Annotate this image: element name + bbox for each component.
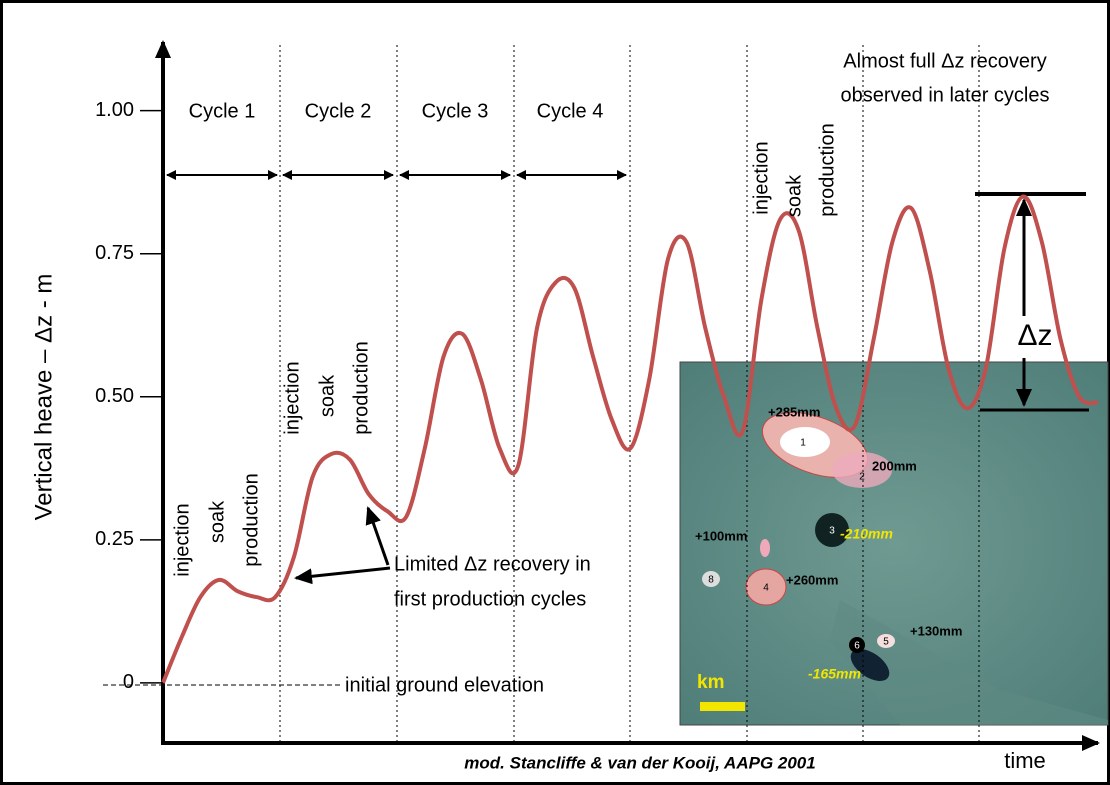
map-label: -210mm <box>840 526 893 542</box>
annotation: first production cycles <box>394 588 586 610</box>
map-site: 5 <box>883 637 889 648</box>
map-label: +130mm <box>910 623 962 638</box>
chart: Vertical heave – Δz - m time mod. Stancl… <box>0 0 1110 785</box>
baseline-label: initial ground elevation <box>345 674 544 696</box>
phase-label: production <box>350 341 372 434</box>
cycle-label: Cycle 4 <box>537 100 604 122</box>
map-label: +260mm <box>786 572 838 587</box>
annotation: Almost full Δz recovery <box>843 50 1046 72</box>
x-axis-label: time <box>1004 748 1046 773</box>
y-tick-label: 0.75 <box>95 242 134 264</box>
phase-label: injection <box>750 141 772 214</box>
map-site: 2 <box>859 472 865 483</box>
map-scale: km <box>697 672 724 693</box>
cycle-label: Cycle 3 <box>422 100 489 122</box>
cycle-label: Cycle 2 <box>305 100 372 122</box>
y-axis-label: Vertical heave – Δz - m <box>30 274 57 521</box>
phase-label: soak <box>316 374 338 417</box>
map-site: 4 <box>763 583 769 594</box>
phase-label: soak <box>206 500 228 543</box>
annotation: Limited Δz recovery in <box>394 553 591 575</box>
cycle-label: Cycle 1 <box>189 100 256 122</box>
map-site: 3 <box>829 526 835 537</box>
map-label: +100mm <box>695 528 747 543</box>
phase-label: injection <box>281 361 303 434</box>
y-tick-label: 0 <box>123 671 134 693</box>
y-tick-label: 0.25 <box>95 528 134 550</box>
map-label: +285mm <box>768 404 820 419</box>
phase-label: production <box>240 473 262 566</box>
map-site: 6 <box>854 641 860 652</box>
map-site: 1 <box>800 438 806 449</box>
map-site: 8 <box>708 575 714 586</box>
y-tick-label: 1.00 <box>95 99 134 121</box>
phase-label: soak <box>783 174 805 217</box>
credit: mod. Stancliffe & van der Kooij, AAPG 20… <box>464 753 815 772</box>
y-tick-label: 0.50 <box>95 385 134 407</box>
phase-label: injection <box>171 503 193 576</box>
annotation: observed in later cycles <box>841 84 1050 106</box>
map-label: 200mm <box>872 458 917 473</box>
map-label: -165mm <box>808 666 861 682</box>
phase-label: production <box>816 123 838 216</box>
delta-label: Δz <box>1017 319 1052 352</box>
